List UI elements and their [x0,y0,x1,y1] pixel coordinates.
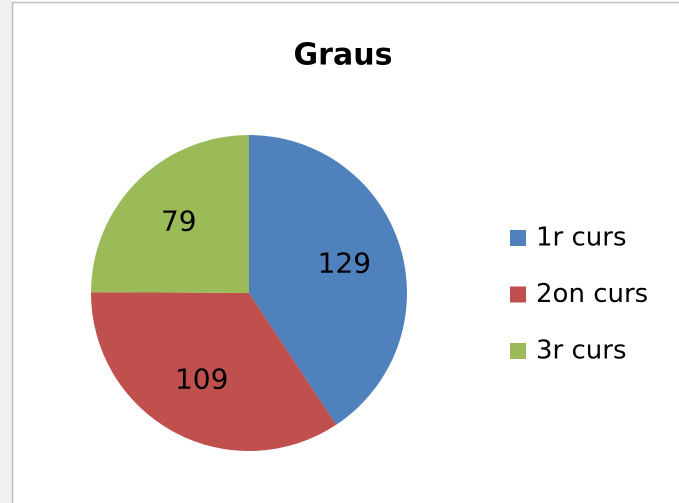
data-label: 79 [161,204,197,237]
pie-slice [91,292,337,451]
legend-label: 3r curs [536,336,627,366]
legend-label: 2on curs [536,279,648,309]
data-label: 129 [318,246,371,279]
chart-title: Graus [294,38,393,73]
legend-label: 1r curs [536,223,627,253]
side-strip [0,0,12,503]
legend-swatch [510,230,526,246]
pie-slice [249,135,407,425]
pie-slice [91,135,249,293]
legend-swatch [510,286,526,303]
legend-swatch [510,343,526,359]
data-label: 109 [175,363,228,396]
